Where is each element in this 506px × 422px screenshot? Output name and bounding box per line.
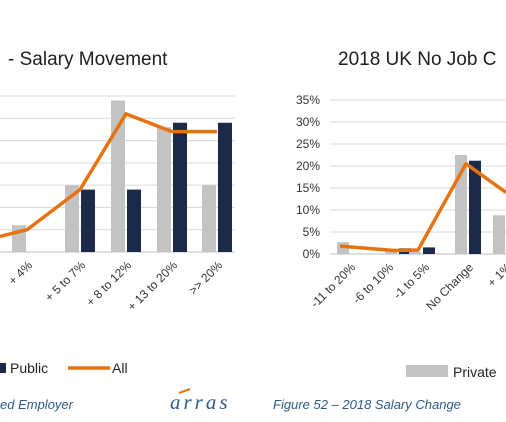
- right-y-tick-label: 0%: [303, 247, 321, 261]
- left-x-tick-label: >> 20%: [186, 258, 225, 297]
- right-legend-private-swatch: [406, 365, 448, 377]
- right-x-tick-label: No Change: [423, 260, 476, 313]
- left-bar-private-4: [202, 185, 216, 252]
- left-bar-public-1: [81, 189, 95, 252]
- right-x-tick-label: -1 to 5%: [391, 260, 433, 302]
- logo-wordmark: arras: [170, 390, 231, 414]
- left-bar-private-1: [65, 185, 79, 252]
- left-x-tick-label: + 4%: [6, 258, 36, 288]
- right-y-tick-label: 15%: [296, 181, 320, 195]
- left-chart-legend: Public All: [0, 360, 128, 376]
- right-y-tick-label: 25%: [296, 137, 320, 151]
- left-bar-public-3: [173, 122, 187, 252]
- right-figure-caption: Figure 52 – 2018 Salary Change: [273, 397, 461, 412]
- right-bar-public-3: [469, 160, 481, 254]
- left-bar-private-3: [157, 127, 171, 252]
- left-chart-title: - Salary Movement: [8, 49, 168, 70]
- left-legend-public-label: Public: [10, 360, 48, 376]
- left-legend-all-label: All: [112, 360, 128, 376]
- left-bar-public-2: [127, 189, 141, 252]
- right-bar-private-2: [409, 251, 421, 254]
- right-legend-private-label: Private: [453, 364, 497, 380]
- right-y-tick-label: 35%: [296, 93, 320, 107]
- right-chart-plot: 0% 5% 10% 15% 20% 25% 30% 35% -11 to 20%-6 to 10…: [296, 93, 506, 313]
- left-x-tick-label: + 5 to 7%: [42, 258, 88, 304]
- arras-logo: arras: [170, 388, 231, 414]
- right-line-all: [339, 162, 506, 253]
- left-bar-public-4: [218, 122, 232, 252]
- right-y-tick-label: 30%: [296, 115, 320, 129]
- right-y-tick-label: 5%: [303, 225, 321, 239]
- right-chart-title: 2018 UK No Job C: [338, 49, 496, 70]
- left-line-all: [0, 112, 217, 239]
- logo-accent-mark: [178, 388, 191, 394]
- right-x-tick-label: + 1%: [485, 260, 506, 290]
- left-chart-plot: + 4% + 5 to 7%+ 8 to 12%+ 13 to 20% >> 20%: [0, 95, 235, 314]
- right-y-tick-label: 20%: [296, 159, 320, 173]
- right-x-tick-label: -6 to 10%: [350, 260, 396, 306]
- right-x-tick-label: -11 to 20%: [308, 260, 359, 311]
- right-y-tick-label: 10%: [296, 203, 320, 217]
- left-x-tick-label: + 13 to 20%: [125, 258, 181, 314]
- right-chart-legend: Private: [406, 364, 497, 380]
- left-bar-private-2: [111, 100, 125, 252]
- left-figure-caption: ed Employer: [0, 397, 74, 412]
- left-legend-public-swatch: [0, 363, 6, 373]
- right-bar-public-2: [423, 247, 435, 254]
- right-bar-private-4: [493, 215, 505, 254]
